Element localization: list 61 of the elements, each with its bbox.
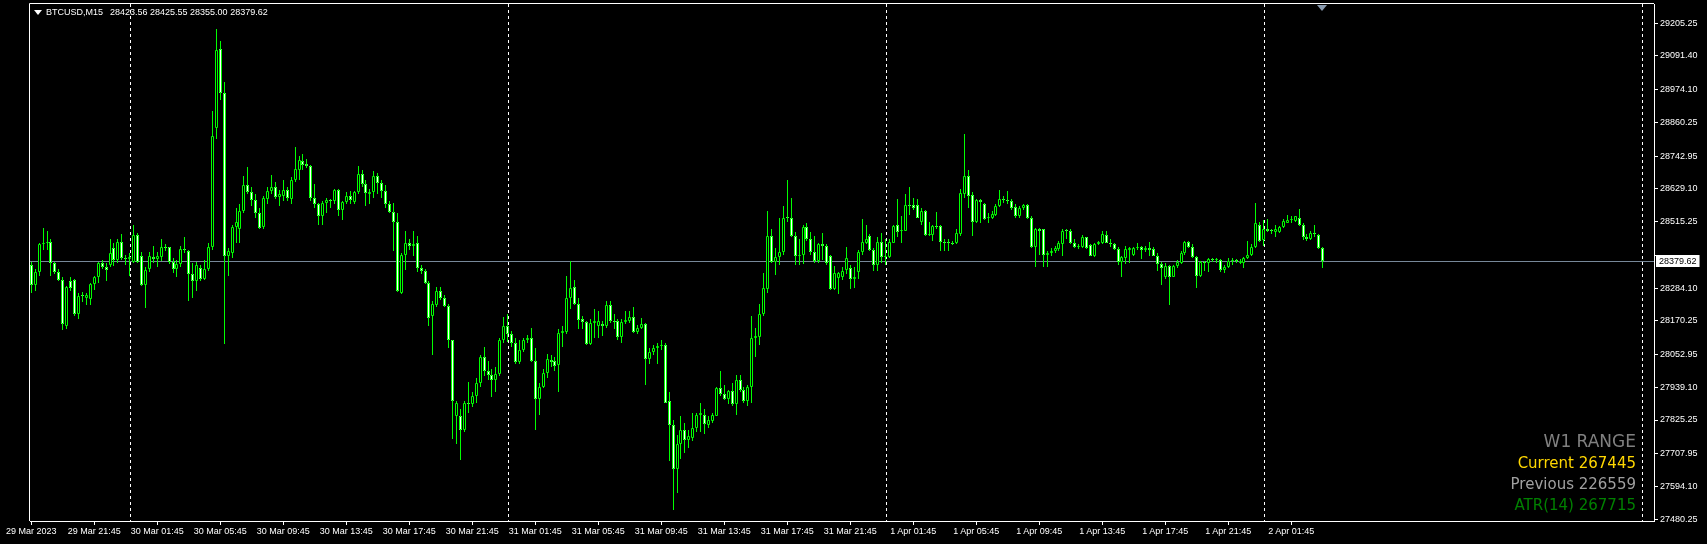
x-tick-label: 29 Mar 2023 — [6, 525, 57, 536]
candlestick — [884, 239, 887, 265]
x-tick-label: 31 Mar 09:45 — [634, 525, 688, 536]
x-tick-label: 31 Mar 21:45 — [823, 525, 877, 536]
x-tick-label: 1 Apr 21:45 — [1205, 525, 1252, 536]
candlestick — [1006, 191, 1009, 204]
y-tick-label: 27939.10 — [1660, 381, 1698, 392]
annotation: W1 RANGE — [1543, 431, 1636, 452]
y-tick-label: 28515.25 — [1660, 216, 1698, 227]
y-tick-label: 28052.95 — [1660, 349, 1698, 360]
x-tick-label: 1 Apr 13:45 — [1079, 525, 1126, 536]
x-tick-label: 1 Apr 17:45 — [1142, 525, 1189, 536]
candlestick — [1065, 229, 1068, 239]
annotation: Current 267445 — [1517, 453, 1636, 472]
candlestick — [42, 228, 45, 250]
candlestick — [656, 343, 659, 364]
x-tick-label: 29 Mar 21:45 — [67, 525, 121, 536]
y-tick-label: 27594.10 — [1660, 480, 1698, 491]
candlestick — [593, 309, 596, 338]
x-tick-label: 1 Apr 05:45 — [953, 525, 1000, 536]
x-tick-label: 1 Apr 01:45 — [890, 525, 937, 536]
x-tick-label: 30 Mar 13:45 — [319, 525, 373, 536]
y-tick-label: 28629.10 — [1660, 183, 1698, 194]
candlestick — [786, 180, 789, 222]
candlestick — [699, 403, 702, 432]
y-tick-label: 28170.25 — [1660, 315, 1698, 326]
x-tick-label: 1 Apr 09:45 — [1016, 525, 1063, 536]
candlestick — [81, 292, 84, 302]
y-tick-label: 27480.25 — [1660, 513, 1698, 524]
candlestick — [943, 239, 946, 251]
y-tick-label: 27707.95 — [1660, 448, 1698, 459]
y-tick-label: 27825.25 — [1660, 414, 1698, 425]
y-tick-label: 28284.10 — [1660, 282, 1698, 293]
chart-title: BTCUSD,M15 — [46, 7, 104, 18]
candlestick — [853, 267, 856, 288]
candlestick — [979, 199, 982, 223]
y-tick-label: 28860.25 — [1660, 116, 1698, 127]
y-tick-label: 28974.10 — [1660, 84, 1698, 95]
x-tick-label: 30 Mar 21:45 — [445, 525, 499, 536]
ref-line-label: 28379.62 — [1659, 255, 1697, 266]
y-tick-label: 28742.95 — [1660, 150, 1698, 161]
x-tick-label: 30 Mar 01:45 — [130, 525, 184, 536]
y-tick-label: 29205.25 — [1660, 17, 1698, 28]
y-tick-label: 29091.40 — [1660, 50, 1698, 61]
chart-subtitle: 28423.56 28425.55 28355.00 28379.62 — [110, 7, 268, 18]
x-tick-label: 31 Mar 05:45 — [571, 525, 625, 536]
candlestick — [821, 233, 824, 260]
x-tick-label: 31 Mar 01:45 — [508, 525, 562, 536]
annotation: ATR(14) 267715 — [1514, 495, 1636, 514]
x-tick-label: 31 Mar 13:45 — [697, 525, 751, 536]
candlestick — [1038, 228, 1041, 255]
x-tick-label: 30 Mar 05:45 — [193, 525, 247, 536]
annotation: Previous 226559 — [1510, 474, 1636, 493]
x-tick-label: 30 Mar 09:45 — [256, 525, 310, 536]
candlestick — [947, 239, 950, 251]
x-tick-label: 2 Apr 01:45 — [1268, 525, 1315, 536]
candlestick — [798, 239, 801, 265]
candlestick — [124, 255, 127, 265]
x-tick-label: 30 Mar 17:45 — [382, 525, 436, 536]
x-tick-label: 31 Mar 17:45 — [760, 525, 814, 536]
candlestick — [1313, 225, 1316, 237]
